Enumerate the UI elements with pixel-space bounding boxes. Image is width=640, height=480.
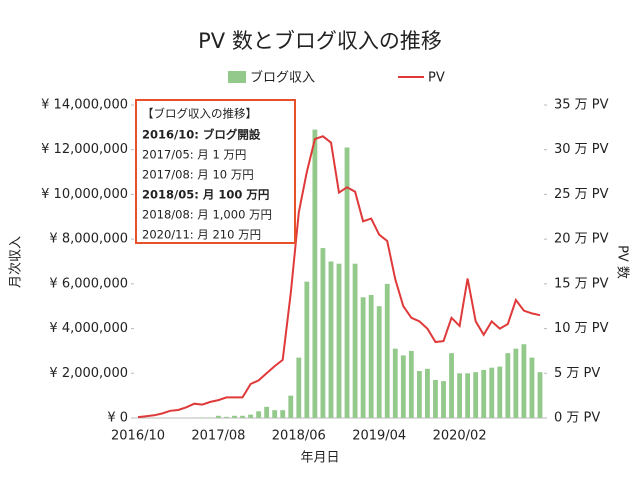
bar (328, 261, 334, 418)
bar (392, 348, 398, 418)
bar (288, 395, 294, 418)
annotation-title: 【ブログ収入の推移】 (142, 107, 257, 121)
bar (481, 369, 487, 418)
y2-tick-label: 20 万 PV (554, 232, 609, 247)
y2-tick-label: 5 万 PV (554, 366, 600, 381)
bar (489, 367, 495, 418)
bar (232, 415, 237, 418)
legend-swatch (228, 71, 246, 83)
x-tick-label: 2019/04 (352, 429, 406, 444)
y-tick-label: ¥ 6,000,000 (49, 276, 128, 291)
bar (272, 410, 278, 418)
bar (360, 297, 366, 418)
bar (384, 283, 390, 418)
bar (513, 348, 519, 418)
annotation-line: 2017/08: 月 10 万円 (142, 168, 254, 182)
bar (408, 350, 414, 418)
bar (441, 381, 446, 418)
bar (280, 410, 286, 418)
bar (425, 368, 430, 418)
legend-label: PV (428, 71, 445, 86)
bar (216, 415, 221, 418)
bar (344, 147, 350, 418)
annotation-line: 2018/05: 月 100 万円 (142, 188, 269, 202)
y-tick-label: ¥ 8,000,000 (49, 232, 128, 247)
annotation-line: 2017/05: 月 1 万円 (142, 148, 246, 162)
y2-tick-label: 30 万 PV (554, 142, 609, 157)
bar (400, 355, 406, 418)
bar (296, 357, 302, 418)
annotation-box (135, 99, 296, 244)
bar (376, 306, 382, 418)
y2-tick-label: 35 万 PV (554, 98, 609, 113)
y-tick-label: ¥ 4,000,000 (49, 321, 128, 336)
bar (473, 372, 479, 418)
y2-tick-label: 0 万 PV (554, 411, 600, 426)
y2-axis-title: PV 数 (615, 245, 630, 279)
bar (521, 344, 527, 418)
bar (497, 366, 503, 418)
bar (352, 263, 358, 418)
bar (368, 295, 374, 418)
annotation-line: 2020/11: 月 210 万円 (142, 228, 261, 242)
bar (465, 373, 471, 418)
bar (416, 371, 422, 418)
y-tick-label: ¥ 0 (107, 411, 128, 426)
bar (529, 357, 535, 418)
bar (336, 263, 342, 418)
annotation-line: 2016/10: ブログ開設 (142, 128, 261, 142)
bar (256, 411, 262, 418)
y-tick-label: ¥ 12,000,000 (41, 142, 128, 157)
bar (505, 353, 511, 418)
y2-tick-label: 25 万 PV (554, 187, 609, 202)
y-tick-label: ¥ 2,000,000 (49, 366, 128, 381)
x-axis-title: 年月日 (300, 451, 339, 466)
line (137, 135, 541, 419)
x-tick-label: 2018/06 (272, 429, 326, 444)
y2-tick-label: 15 万 PV (554, 276, 609, 291)
y-axis-title: 月次収入 (8, 236, 24, 288)
bar (449, 353, 454, 418)
x-tick-label: 2016/10 (111, 429, 165, 444)
bar (264, 406, 270, 418)
bar (248, 414, 253, 418)
chart-title: PV 数とブログ収入の推移 (198, 29, 442, 53)
y-tick-label: ¥ 10,000,000 (41, 187, 128, 202)
bar (457, 373, 462, 418)
y2-tick-label: 10 万 PV (554, 321, 609, 336)
x-tick-label: 2020/02 (433, 429, 487, 444)
x-tick-label: 2017/08 (191, 429, 245, 444)
bar (320, 248, 326, 418)
legend-label: ブログ収入 (250, 70, 315, 86)
y-tick-label: ¥ 14,000,000 (41, 98, 128, 113)
bar (312, 129, 318, 419)
bar (240, 415, 245, 418)
bar (304, 281, 310, 418)
bar (537, 372, 543, 418)
annotation-line: 2018/08: 月 1,000 万円 (142, 208, 272, 222)
bar (224, 416, 229, 418)
bar (433, 379, 438, 418)
